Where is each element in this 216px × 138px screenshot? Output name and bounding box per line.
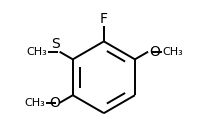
Text: O: O	[149, 45, 160, 59]
Text: O: O	[49, 96, 60, 110]
Text: CH₃: CH₃	[27, 47, 47, 57]
Text: F: F	[100, 12, 108, 26]
Text: S: S	[52, 37, 60, 51]
Text: CH₃: CH₃	[24, 98, 45, 108]
Text: CH₃: CH₃	[163, 47, 183, 57]
